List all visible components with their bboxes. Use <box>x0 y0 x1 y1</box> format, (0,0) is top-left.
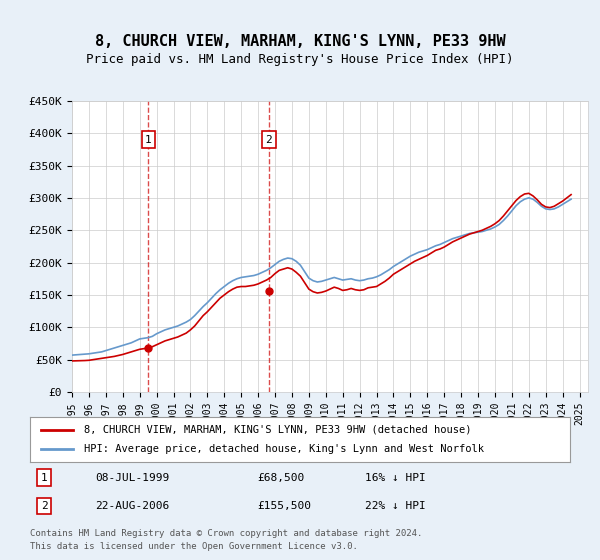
Text: £68,500: £68,500 <box>257 473 304 483</box>
Text: £155,500: £155,500 <box>257 501 311 511</box>
Text: 16% ↓ HPI: 16% ↓ HPI <box>365 473 425 483</box>
Text: Contains HM Land Registry data © Crown copyright and database right 2024.: Contains HM Land Registry data © Crown c… <box>30 529 422 538</box>
Text: 1: 1 <box>145 134 152 144</box>
Text: 08-JUL-1999: 08-JUL-1999 <box>95 473 169 483</box>
Text: 2: 2 <box>266 134 272 144</box>
Text: 22-AUG-2006: 22-AUG-2006 <box>95 501 169 511</box>
Text: 1: 1 <box>41 473 47 483</box>
Text: 8, CHURCH VIEW, MARHAM, KING'S LYNN, PE33 9HW (detached house): 8, CHURCH VIEW, MARHAM, KING'S LYNN, PE3… <box>84 424 472 435</box>
Text: 22% ↓ HPI: 22% ↓ HPI <box>365 501 425 511</box>
Text: 8, CHURCH VIEW, MARHAM, KING'S LYNN, PE33 9HW: 8, CHURCH VIEW, MARHAM, KING'S LYNN, PE3… <box>95 34 505 49</box>
Text: HPI: Average price, detached house, King's Lynn and West Norfolk: HPI: Average price, detached house, King… <box>84 445 484 455</box>
Text: 2: 2 <box>41 501 47 511</box>
Text: Price paid vs. HM Land Registry's House Price Index (HPI): Price paid vs. HM Land Registry's House … <box>86 53 514 66</box>
Text: This data is licensed under the Open Government Licence v3.0.: This data is licensed under the Open Gov… <box>30 542 358 550</box>
